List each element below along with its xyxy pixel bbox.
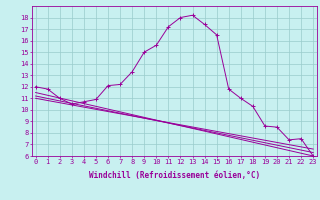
X-axis label: Windchill (Refroidissement éolien,°C): Windchill (Refroidissement éolien,°C) [89,171,260,180]
